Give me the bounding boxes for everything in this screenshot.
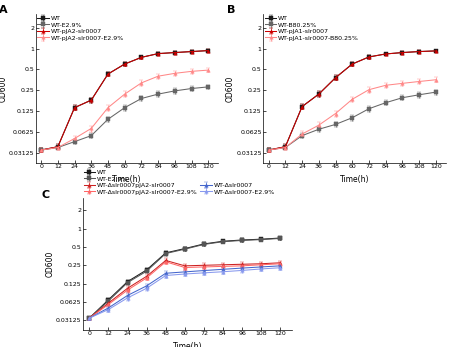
Text: B: B [227, 5, 235, 15]
X-axis label: Time(h): Time(h) [173, 341, 202, 347]
Legend: WT, WT-B80.25%, WT-pJA1-slr0007, WT-pJA1-slr0007-B80.25%: WT, WT-B80.25%, WT-pJA1-slr0007, WT-pJA1… [264, 15, 360, 41]
Text: C: C [41, 190, 49, 200]
Legend: WT, WT-E2.9%, WT-pJA2-slr0007, WT-pJA2-slr0007-E2.9%: WT, WT-E2.9%, WT-pJA2-slr0007, WT-pJA2-s… [37, 15, 124, 41]
X-axis label: Time(h): Time(h) [339, 175, 369, 184]
X-axis label: Time(h): Time(h) [112, 175, 142, 184]
Y-axis label: OD600: OD600 [46, 251, 55, 277]
Y-axis label: OD600: OD600 [226, 75, 235, 102]
Text: A: A [0, 5, 8, 15]
Y-axis label: OD600: OD600 [0, 75, 7, 102]
Legend: WT-Δslr0007, WT-Δslr0007-E2.9%: WT-Δslr0007, WT-Δslr0007-E2.9% [200, 182, 275, 195]
